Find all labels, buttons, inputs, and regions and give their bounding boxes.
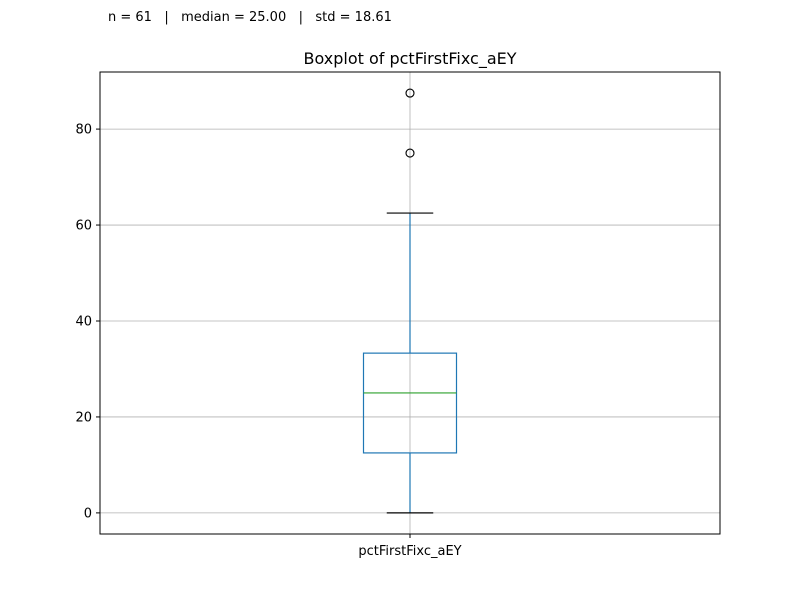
y-tick-label: 80 — [75, 123, 92, 138]
chart-title: Boxplot of pctFirstFixc_aEY — [303, 49, 516, 69]
axis-layer: 0 20 40 60 80 pctFirstFixc_aEY — [75, 123, 461, 559]
outlier-point — [405, 88, 415, 98]
plot-frame — [99, 71, 721, 535]
summary-stats: n = 61 | median = 25.00 | std = 18.61 — [108, 10, 392, 25]
iqr-box — [362, 352, 458, 454]
outlier-point — [405, 148, 415, 158]
y-tick-label: 60 — [75, 219, 92, 234]
y-tick-label: 0 — [84, 506, 92, 521]
y-tick-label: 20 — [75, 410, 92, 425]
y-tick-label: 40 — [75, 314, 92, 329]
box-layer — [362, 88, 458, 514]
x-tick-label: pctFirstFixc_aEY — [358, 544, 461, 559]
